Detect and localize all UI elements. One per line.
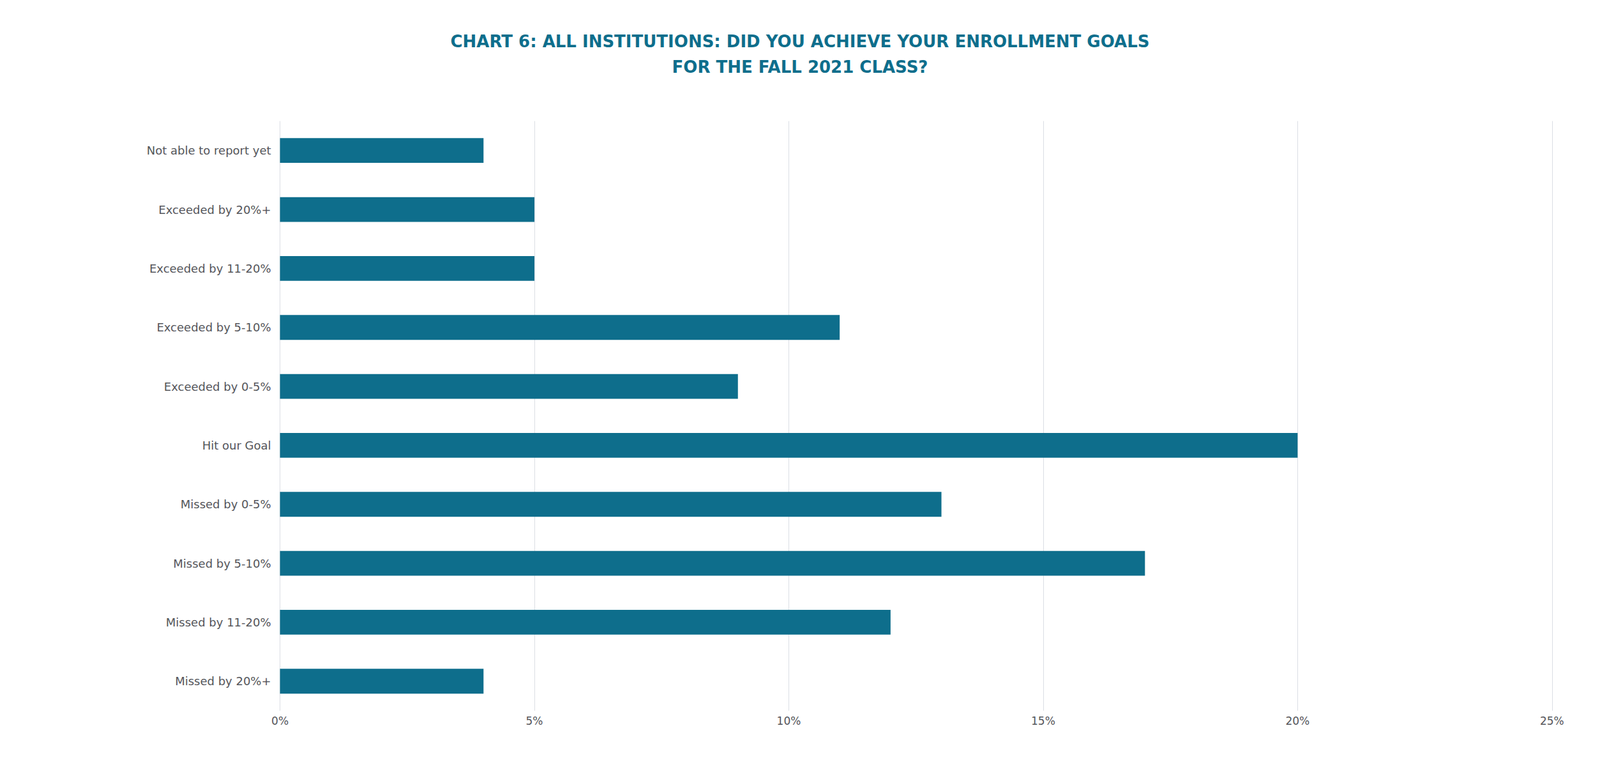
svg-text:Hit our Goal: Hit our Goal: [202, 438, 272, 453]
svg-text:25%: 25%: [1539, 714, 1565, 728]
svg-text:15%: 15%: [1031, 714, 1056, 728]
svg-text:Exceeded by 5-10%: Exceeded by 5-10%: [156, 320, 271, 334]
svg-text:Missed by 11-20%: Missed by 11-20%: [166, 615, 272, 629]
svg-text:5%: 5%: [526, 714, 544, 728]
svg-text:FOR THE FALL 2021 CLASS?: FOR THE FALL 2021 CLASS?: [672, 57, 929, 77]
svg-text:0%: 0%: [271, 714, 289, 728]
svg-text:Exceeded by 0-5%: Exceeded by 0-5%: [164, 379, 272, 394]
svg-text:Exceeded by 20%+: Exceeded by 20%+: [158, 203, 271, 217]
svg-text:Missed by 5-10%: Missed by 5-10%: [173, 556, 271, 571]
svg-text:10%: 10%: [777, 714, 802, 728]
svg-text:CHART 6: ALL INSTITUTIONS: DID: CHART 6: ALL INSTITUTIONS: DID YOU ACHIE…: [450, 31, 1150, 52]
svg-text:20%: 20%: [1285, 714, 1310, 728]
svg-text:Missed by 20%+: Missed by 20%+: [174, 674, 271, 688]
svg-text:Exceeded by 11-20%: Exceeded by 11-20%: [149, 261, 272, 276]
svg-text:Missed by 0-5%: Missed by 0-5%: [180, 497, 272, 511]
svg-text:Not able to report yet: Not able to report yet: [146, 143, 272, 158]
